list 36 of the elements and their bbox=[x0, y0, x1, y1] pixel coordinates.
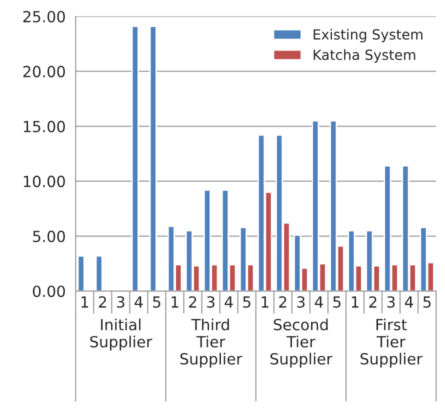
x-tick-label: 2 bbox=[98, 296, 106, 308]
x-tick-label: 3 bbox=[117, 296, 124, 308]
y-tick-label: 20.00 bbox=[23, 66, 65, 78]
y-tick-label: 10.00 bbox=[24, 176, 65, 188]
y-tick-label: 15.00 bbox=[24, 120, 65, 132]
x-tick-label: 3 bbox=[207, 296, 214, 308]
bar bbox=[77, 255, 85, 292]
y-tick-label: 5.00 bbox=[33, 230, 65, 242]
y-tick-label: 25.00 bbox=[23, 10, 65, 22]
bar bbox=[95, 255, 103, 292]
x-tick-label: 2 bbox=[369, 296, 376, 308]
text: Initial Supplier bbox=[90, 318, 152, 350]
x-tick-label: 2 bbox=[189, 296, 196, 308]
y-tick-label: 0.00 bbox=[32, 286, 65, 298]
legend-label: Katcha System bbox=[314, 49, 416, 63]
text: First Tier Supplier bbox=[360, 318, 423, 368]
x-tick-label: 5 bbox=[423, 296, 431, 308]
x-tick-label: 5 bbox=[243, 296, 250, 308]
x-tick-label: 1 bbox=[172, 296, 178, 308]
x-tick-label: 3 bbox=[297, 296, 305, 308]
text: Third Tier Supplier bbox=[180, 318, 242, 368]
x-tick-label: 5 bbox=[333, 296, 340, 308]
x-tick-label: 3 bbox=[387, 296, 395, 308]
x-tick-label: 5 bbox=[153, 296, 160, 308]
legend-label: Existing System bbox=[314, 28, 422, 42]
x-tick-label: 1 bbox=[262, 296, 268, 308]
bar bbox=[131, 26, 139, 292]
x-tick-label: 2 bbox=[279, 296, 286, 308]
x-tick-label: 4 bbox=[224, 296, 233, 308]
x-tick-label: 1 bbox=[352, 296, 358, 308]
x-tick-label: 4 bbox=[404, 296, 414, 308]
x-tick-label: 4 bbox=[134, 296, 143, 308]
x-tick-label: 4 bbox=[314, 296, 323, 308]
bar bbox=[149, 26, 157, 292]
x-tick-label: 1 bbox=[81, 296, 88, 308]
text: Second Tier Supplier bbox=[270, 318, 332, 368]
